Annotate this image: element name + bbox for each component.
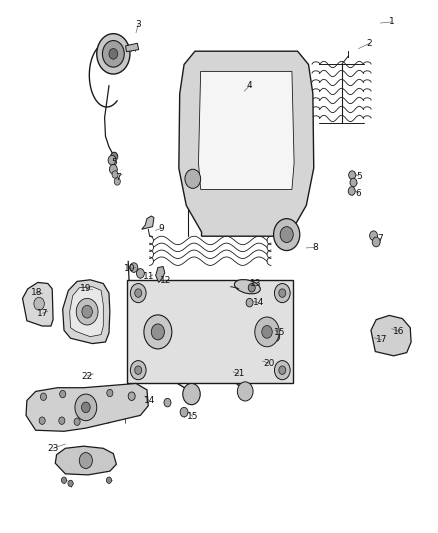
- Circle shape: [81, 402, 90, 413]
- Text: 12: 12: [160, 276, 171, 285]
- Text: 20: 20: [264, 359, 275, 368]
- Text: 10: 10: [124, 264, 136, 273]
- Circle shape: [246, 298, 253, 307]
- Text: 6: 6: [356, 189, 362, 198]
- Circle shape: [110, 165, 117, 174]
- Circle shape: [108, 156, 116, 165]
- Circle shape: [272, 332, 280, 342]
- Polygon shape: [55, 446, 117, 475]
- Polygon shape: [179, 51, 314, 236]
- Circle shape: [68, 480, 73, 487]
- Circle shape: [40, 393, 46, 400]
- Circle shape: [280, 227, 293, 243]
- Circle shape: [74, 418, 80, 425]
- Circle shape: [59, 417, 65, 424]
- Circle shape: [237, 382, 253, 401]
- Circle shape: [274, 219, 300, 251]
- Circle shape: [372, 237, 380, 247]
- Text: 4: 4: [247, 81, 252, 90]
- Circle shape: [279, 366, 286, 374]
- Circle shape: [60, 390, 66, 398]
- Circle shape: [114, 177, 120, 185]
- Text: 1: 1: [389, 18, 394, 27]
- Text: 9: 9: [159, 224, 164, 233]
- Circle shape: [130, 263, 138, 272]
- Text: 5: 5: [356, 172, 362, 181]
- Circle shape: [79, 453, 92, 469]
- Circle shape: [348, 187, 355, 195]
- Polygon shape: [26, 383, 148, 431]
- Text: 3: 3: [135, 20, 141, 29]
- Circle shape: [112, 171, 118, 178]
- Text: 15: 15: [274, 328, 286, 337]
- Text: 5: 5: [111, 158, 117, 167]
- Circle shape: [82, 305, 92, 318]
- Circle shape: [262, 326, 272, 338]
- Polygon shape: [127, 280, 293, 383]
- Circle shape: [349, 171, 356, 179]
- Text: 23: 23: [47, 444, 59, 453]
- Circle shape: [279, 289, 286, 297]
- Text: 14: 14: [144, 396, 155, 405]
- Circle shape: [131, 284, 146, 303]
- Circle shape: [137, 269, 145, 278]
- Text: 7: 7: [116, 173, 121, 182]
- Polygon shape: [63, 280, 110, 344]
- Circle shape: [135, 366, 142, 374]
- Circle shape: [268, 325, 276, 334]
- Text: 17: 17: [376, 335, 387, 344]
- Circle shape: [350, 178, 357, 187]
- Text: 17: 17: [37, 309, 48, 318]
- Text: 16: 16: [393, 327, 405, 336]
- Circle shape: [183, 383, 200, 405]
- Polygon shape: [371, 316, 411, 356]
- Circle shape: [144, 315, 172, 349]
- Text: 2: 2: [367, 39, 372, 48]
- Circle shape: [106, 477, 112, 483]
- Circle shape: [34, 297, 44, 310]
- Circle shape: [275, 361, 290, 379]
- Text: 22: 22: [81, 372, 93, 381]
- Circle shape: [75, 394, 97, 421]
- Text: 8: 8: [312, 243, 318, 252]
- Polygon shape: [198, 71, 294, 189]
- Polygon shape: [142, 216, 154, 229]
- Polygon shape: [126, 43, 139, 52]
- Text: 14: 14: [253, 298, 264, 307]
- Text: 11: 11: [143, 272, 155, 281]
- Circle shape: [185, 169, 201, 188]
- Text: 13: 13: [251, 279, 262, 288]
- Circle shape: [180, 407, 188, 417]
- Circle shape: [39, 417, 45, 424]
- Circle shape: [111, 152, 118, 161]
- Ellipse shape: [234, 280, 260, 294]
- Circle shape: [109, 49, 118, 59]
- Polygon shape: [22, 282, 53, 326]
- Text: 18: 18: [31, 287, 42, 296]
- Circle shape: [275, 284, 290, 303]
- Circle shape: [255, 317, 279, 347]
- Circle shape: [76, 298, 98, 325]
- Circle shape: [151, 324, 164, 340]
- Circle shape: [370, 231, 378, 240]
- Text: 21: 21: [233, 369, 244, 378]
- Polygon shape: [70, 287, 103, 337]
- Text: 15: 15: [187, 412, 198, 421]
- Text: 7: 7: [378, 235, 383, 244]
- Circle shape: [131, 361, 146, 379]
- Circle shape: [61, 477, 67, 483]
- Circle shape: [128, 392, 135, 400]
- Circle shape: [135, 289, 142, 297]
- Circle shape: [102, 41, 124, 67]
- Circle shape: [248, 284, 255, 292]
- Circle shape: [164, 398, 171, 407]
- Polygon shape: [155, 266, 165, 282]
- Text: 19: 19: [80, 284, 92, 293]
- Circle shape: [107, 389, 113, 397]
- Circle shape: [97, 34, 130, 74]
